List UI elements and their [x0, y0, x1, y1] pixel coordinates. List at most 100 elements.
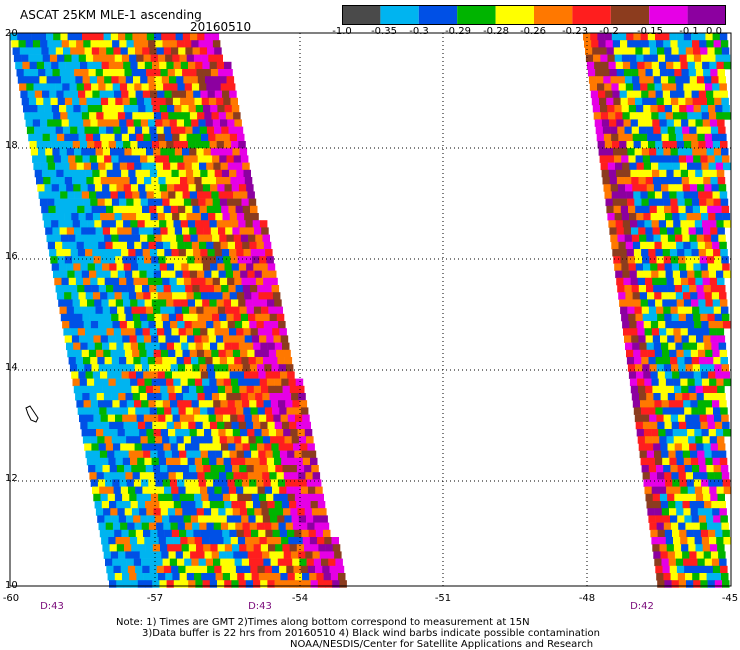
swath-cell — [678, 313, 687, 322]
swath-cell — [133, 40, 142, 48]
swath-cell — [697, 508, 706, 516]
swath-cell — [277, 479, 286, 487]
swath-cell — [653, 501, 662, 509]
swath-cell — [657, 263, 665, 271]
swath-cell — [127, 83, 135, 91]
swath-cell — [25, 119, 34, 127]
swath-cell — [652, 277, 660, 286]
swath-cell — [72, 378, 80, 387]
swath-cell — [716, 220, 724, 228]
swath-cell — [137, 378, 145, 387]
swath-cell — [192, 407, 201, 415]
swath-cell — [122, 537, 131, 545]
swath-cell — [691, 357, 700, 365]
swath-cell — [237, 133, 245, 142]
swath-cell — [107, 213, 115, 221]
swath-cell — [170, 321, 178, 329]
swath-cell — [703, 335, 711, 343]
swath-cell — [191, 83, 200, 91]
swath-cell — [110, 69, 118, 77]
swath-cell — [614, 155, 622, 163]
swath-cell — [172, 133, 180, 142]
swath-cell — [707, 421, 716, 430]
swath-cell — [241, 515, 249, 523]
swath-cell — [110, 191, 119, 199]
swath-cell — [120, 126, 128, 135]
swath-cell — [216, 537, 224, 545]
swath-cell — [84, 407, 93, 415]
swath-cell — [627, 40, 635, 48]
swath-cell — [683, 558, 691, 567]
swath-cell — [633, 407, 642, 415]
swath-cell — [699, 97, 708, 106]
swath-cell — [282, 465, 290, 473]
swath-cell — [272, 529, 281, 538]
swath-cell — [273, 414, 281, 423]
swath-cell — [706, 515, 714, 523]
swath-cell — [241, 436, 249, 444]
swath-cell — [658, 486, 667, 495]
swath-cell — [101, 421, 110, 430]
swath-cell — [111, 357, 120, 365]
swath-cell — [119, 119, 127, 127]
swath-cell — [282, 342, 290, 351]
swath-cell — [250, 565, 258, 574]
swath-cell — [630, 385, 639, 394]
swath-cell — [256, 241, 265, 250]
swath-cell — [323, 529, 331, 538]
swath-cell — [645, 119, 653, 127]
swath-cell — [102, 105, 110, 113]
swath-cell — [112, 558, 120, 567]
swath-cell — [215, 450, 223, 459]
swath-cell — [96, 313, 105, 322]
swath-cell — [34, 169, 43, 178]
swath-cell — [642, 47, 651, 55]
swath-cell — [83, 277, 91, 286]
swath-cell — [700, 421, 708, 430]
swath-cell — [606, 47, 615, 55]
swath-cell — [97, 357, 105, 365]
swath-cell — [181, 105, 189, 113]
swath-cell — [243, 565, 251, 574]
swath-cell — [123, 184, 132, 192]
swath-cell — [617, 184, 626, 192]
swath-cell — [664, 205, 672, 214]
swath-cell — [201, 97, 210, 106]
swath-cell — [49, 169, 57, 178]
swath-cell — [626, 33, 634, 41]
colorbar-swatch — [534, 5, 573, 25]
swath-cell — [238, 141, 246, 149]
swath-cell — [153, 349, 162, 358]
swath-cell — [239, 544, 247, 552]
swath-cell — [628, 313, 636, 322]
swath-cell — [690, 292, 698, 300]
swath-cell — [196, 148, 204, 156]
swath-cell — [688, 277, 696, 286]
swath-cell — [196, 544, 204, 552]
swath-cell — [223, 141, 232, 149]
island-outline — [25, 405, 39, 423]
swath-cell — [602, 126, 611, 135]
swath-cell — [120, 47, 129, 55]
swath-cell — [239, 385, 247, 394]
swath-cell — [224, 580, 232, 588]
swath-cell — [705, 457, 713, 466]
swath-cell — [181, 385, 190, 394]
swath-cell — [722, 155, 730, 163]
swath-cell — [134, 321, 142, 329]
swath-cell — [693, 529, 702, 538]
swath-cell — [79, 97, 87, 106]
swath-cell — [219, 277, 228, 286]
swath-cell — [665, 54, 673, 63]
swath-cell — [104, 357, 113, 365]
swath-cell — [723, 61, 732, 70]
swath-cell — [648, 515, 656, 523]
swath-cell — [128, 328, 136, 336]
swath-cell — [157, 90, 165, 99]
swath-cell — [306, 479, 315, 487]
swath-cell — [45, 191, 54, 199]
swath-cell — [164, 292, 173, 300]
swath-cell — [659, 277, 667, 286]
swath-cell — [79, 141, 88, 149]
swath-cell — [156, 522, 164, 531]
